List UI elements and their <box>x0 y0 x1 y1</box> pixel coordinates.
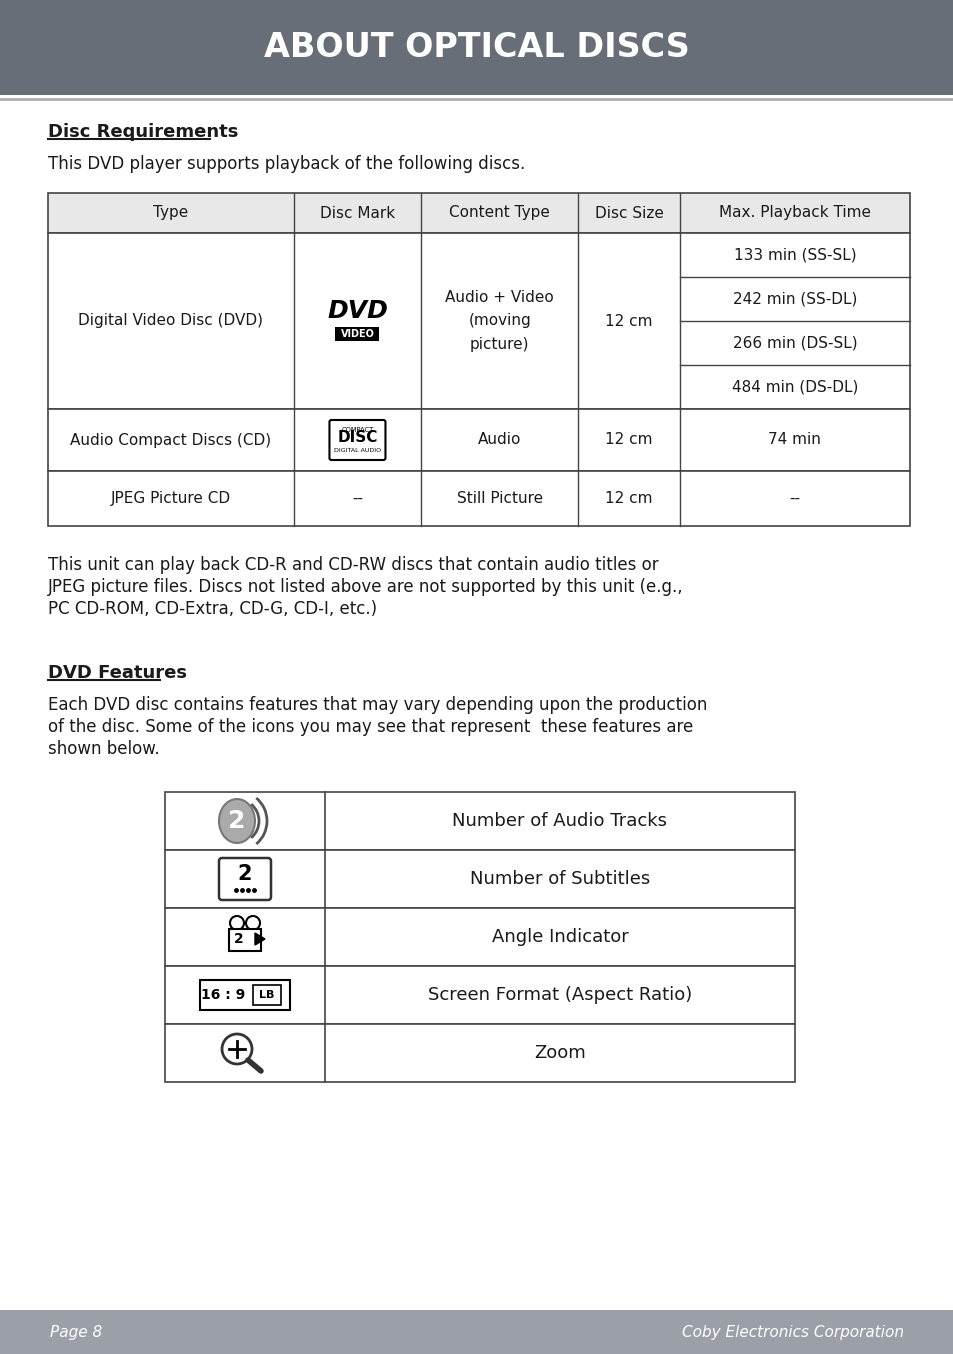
Text: shown below.: shown below. <box>48 741 159 758</box>
Text: 242 min (SS-DL): 242 min (SS-DL) <box>732 291 856 306</box>
Text: Disc Requirements: Disc Requirements <box>48 123 238 141</box>
Bar <box>253 984 281 1005</box>
Text: LB: LB <box>259 990 274 1001</box>
Bar <box>165 965 794 1024</box>
Bar <box>48 471 909 525</box>
Text: 74 min: 74 min <box>768 432 821 448</box>
Text: Screen Format (Aspect Ratio): Screen Format (Aspect Ratio) <box>428 986 691 1005</box>
Bar <box>335 328 379 341</box>
Circle shape <box>230 917 244 930</box>
FancyBboxPatch shape <box>219 858 271 900</box>
Text: 16 : 9: 16 : 9 <box>201 988 245 1002</box>
Bar <box>165 850 794 909</box>
Text: --: -- <box>788 492 800 506</box>
Text: Number of Audio Tracks: Number of Audio Tracks <box>452 812 667 830</box>
Circle shape <box>222 1034 252 1064</box>
Text: Number of Subtitles: Number of Subtitles <box>470 871 649 888</box>
Text: Angle Indicator: Angle Indicator <box>491 927 628 946</box>
Text: Zoom: Zoom <box>534 1044 585 1062</box>
Text: VIDEO: VIDEO <box>340 329 374 338</box>
Bar <box>165 792 794 850</box>
Text: Audio: Audio <box>477 432 521 448</box>
Text: 2: 2 <box>233 932 244 946</box>
Text: Each DVD disc contains features that may vary depending upon the production: Each DVD disc contains features that may… <box>48 696 706 714</box>
Text: DIGITAL AUDIO: DIGITAL AUDIO <box>334 448 380 452</box>
Text: Content Type: Content Type <box>449 206 550 221</box>
Text: of the disc. Some of the icons you may see that represent  these features are: of the disc. Some of the icons you may s… <box>48 718 693 737</box>
FancyBboxPatch shape <box>329 420 385 460</box>
Text: 12 cm: 12 cm <box>604 432 652 448</box>
Text: COMPACT: COMPACT <box>341 427 374 433</box>
Bar <box>165 1024 794 1082</box>
Text: 2: 2 <box>228 808 246 833</box>
Text: --: -- <box>352 492 362 506</box>
Ellipse shape <box>219 799 254 844</box>
Text: JPEG Picture CD: JPEG Picture CD <box>111 492 231 506</box>
Text: JPEG picture files. Discs not listed above are not supported by this unit (e.g.,: JPEG picture files. Discs not listed abo… <box>48 578 683 596</box>
Text: Coby Electronics Corporation: Coby Electronics Corporation <box>681 1324 903 1339</box>
Text: 133 min (SS-SL): 133 min (SS-SL) <box>733 248 856 263</box>
Text: This unit can play back CD-R and CD-RW discs that contain audio titles or: This unit can play back CD-R and CD-RW d… <box>48 556 658 574</box>
Text: DISC: DISC <box>337 431 377 445</box>
Text: ABOUT OPTICAL DISCS: ABOUT OPTICAL DISCS <box>264 31 689 64</box>
Bar <box>200 980 290 1010</box>
Text: Disc Size: Disc Size <box>594 206 662 221</box>
Text: DVD: DVD <box>327 299 388 324</box>
Text: Digital Video Disc (DVD): Digital Video Disc (DVD) <box>78 314 263 329</box>
Text: PC CD-ROM, CD-Extra, CD-G, CD-I, etc.): PC CD-ROM, CD-Extra, CD-G, CD-I, etc.) <box>48 600 376 617</box>
Text: 12 cm: 12 cm <box>604 492 652 506</box>
Text: Audio + Video
(moving
picture): Audio + Video (moving picture) <box>445 290 554 352</box>
Text: Still Picture: Still Picture <box>456 492 542 506</box>
Bar <box>229 929 261 951</box>
Bar <box>0 0 953 95</box>
Text: Audio Compact Discs (CD): Audio Compact Discs (CD) <box>71 432 271 448</box>
Bar <box>48 409 909 471</box>
Text: DVD Features: DVD Features <box>48 663 187 682</box>
Bar <box>0 1311 953 1354</box>
Polygon shape <box>254 933 265 945</box>
Bar <box>165 909 794 965</box>
Text: Type: Type <box>153 206 189 221</box>
Text: Page 8: Page 8 <box>50 1324 102 1339</box>
Text: 12 cm: 12 cm <box>604 314 652 329</box>
Text: This DVD player supports playback of the following discs.: This DVD player supports playback of the… <box>48 154 525 173</box>
Text: 484 min (DS-DL): 484 min (DS-DL) <box>731 379 857 394</box>
Text: 266 min (DS-SL): 266 min (DS-SL) <box>732 336 857 351</box>
Text: 2: 2 <box>237 864 252 884</box>
Text: Disc Mark: Disc Mark <box>319 206 395 221</box>
Bar <box>48 233 909 409</box>
Text: Max. Playback Time: Max. Playback Time <box>719 206 870 221</box>
Bar <box>48 194 909 233</box>
Circle shape <box>246 917 260 930</box>
